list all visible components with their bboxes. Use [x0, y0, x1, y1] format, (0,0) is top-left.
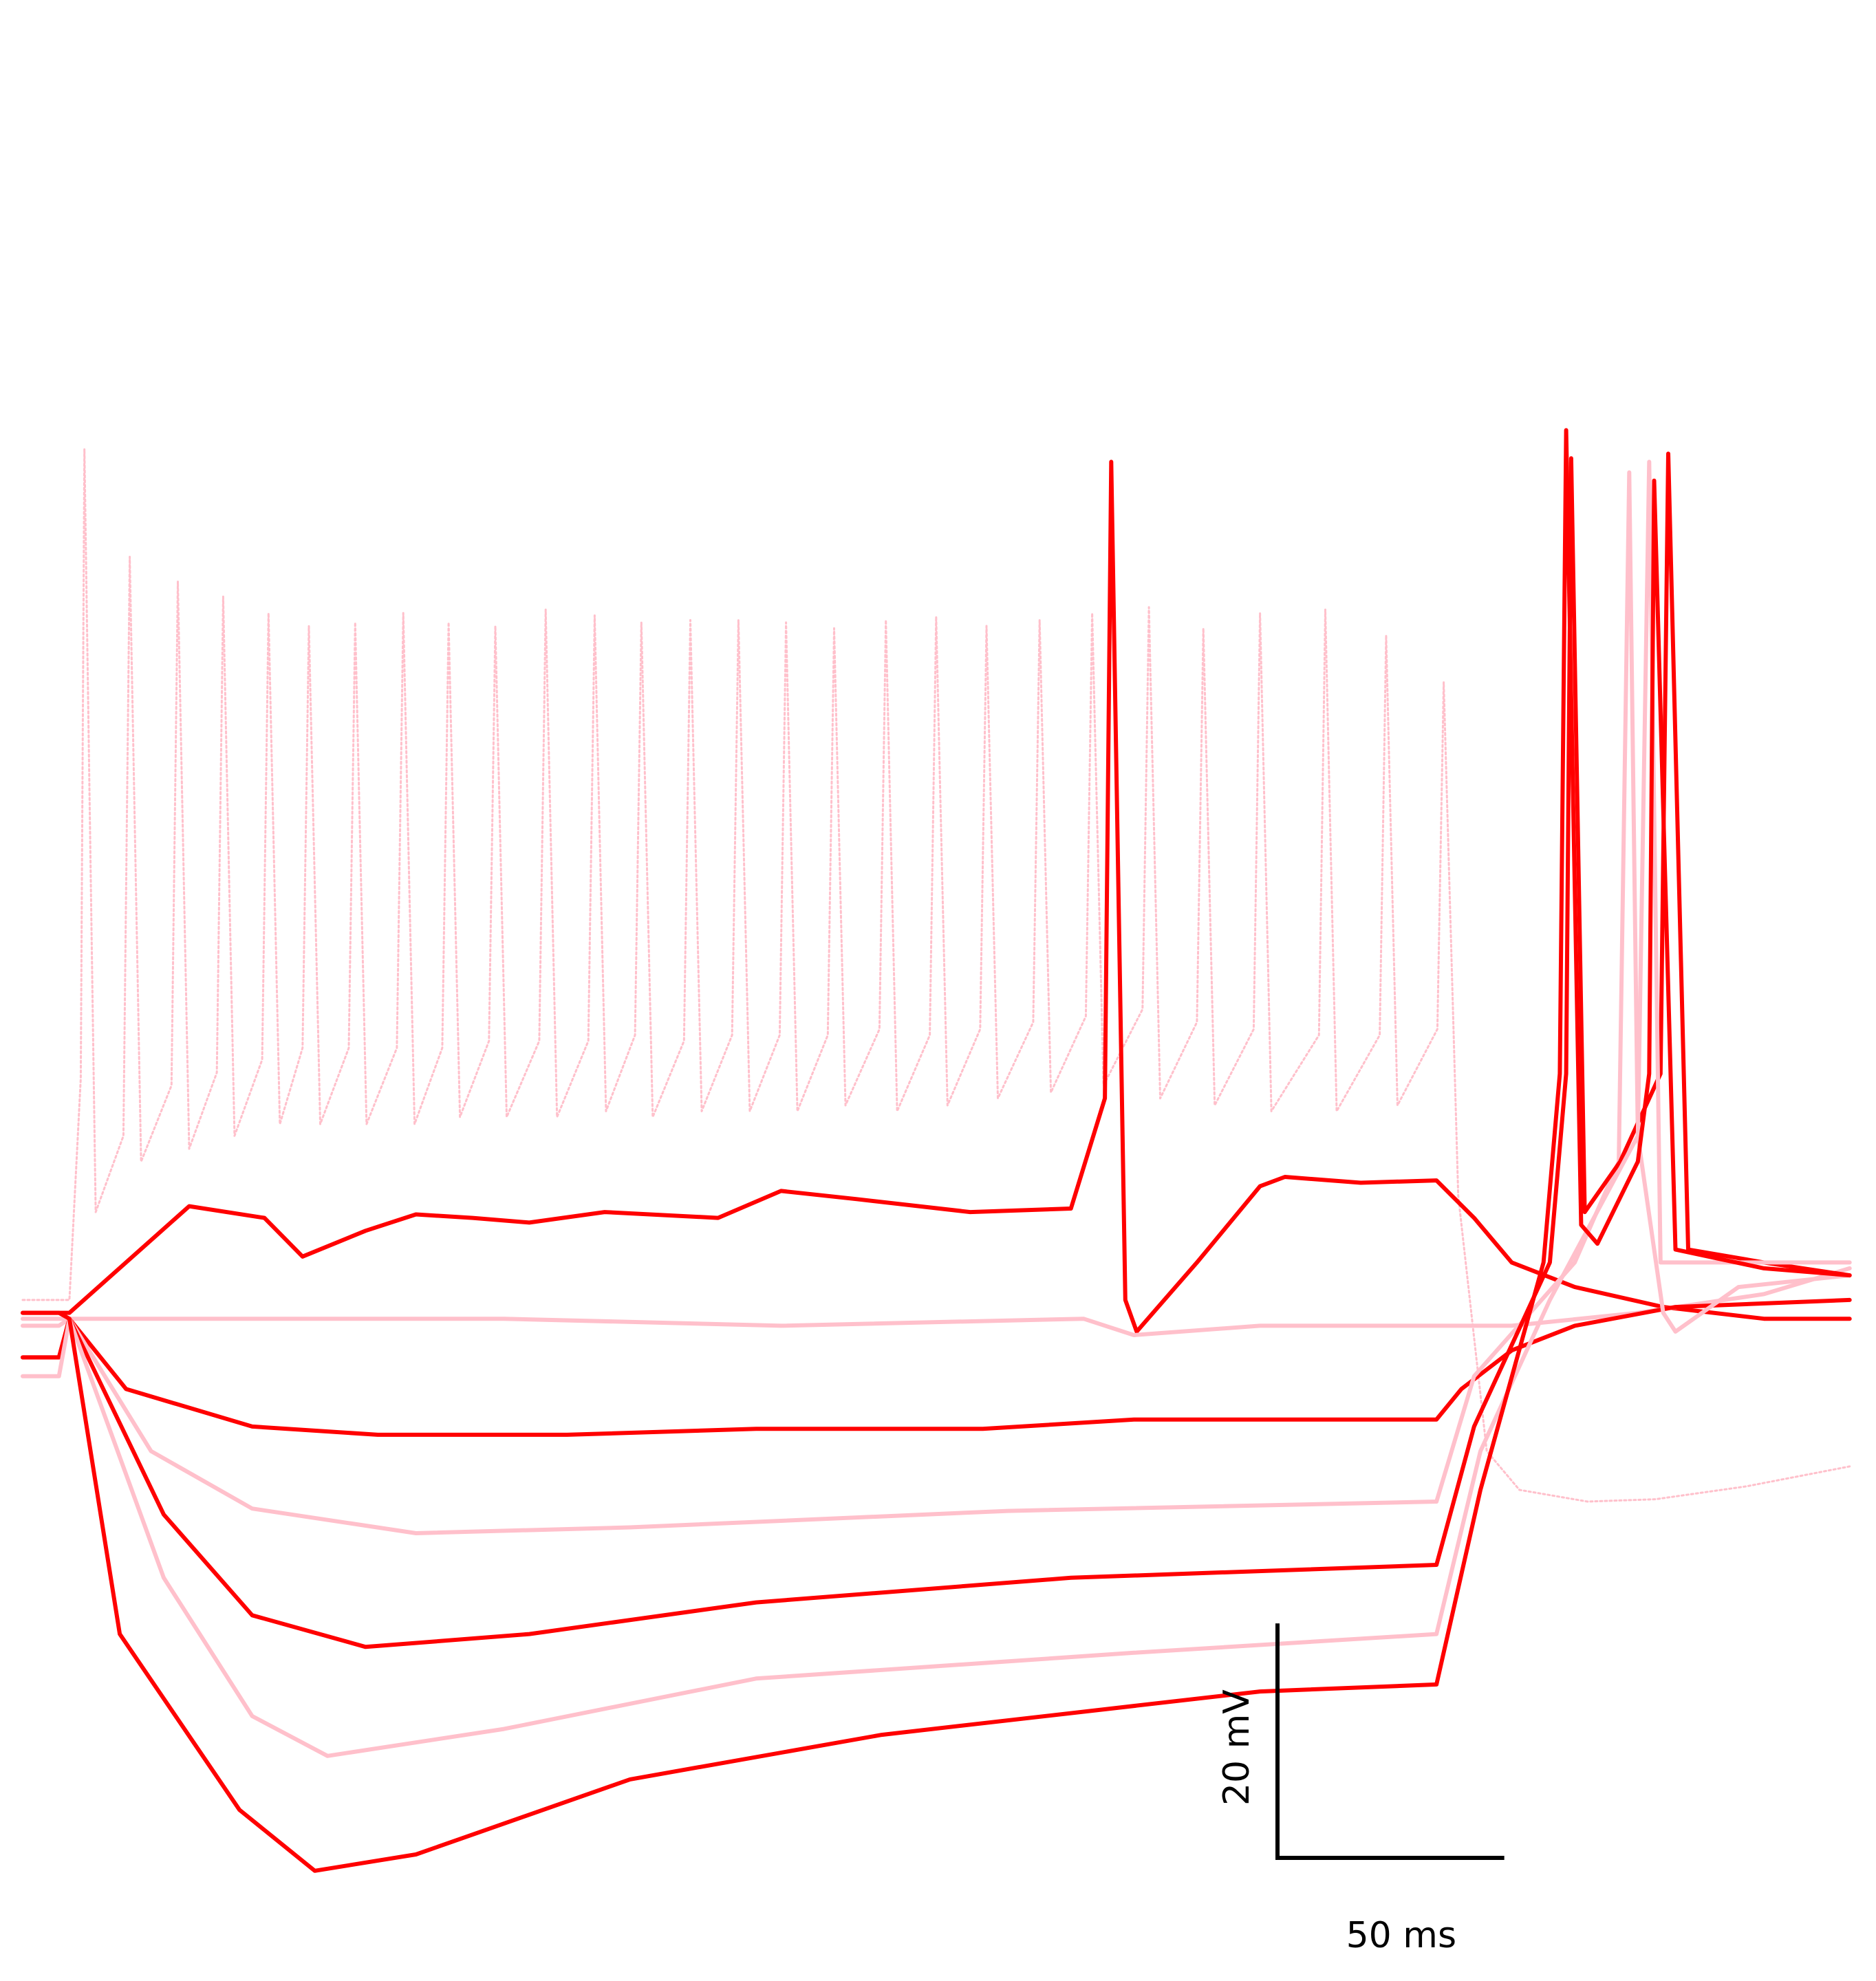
trace [21, 428, 1852, 1873]
scale-bar: 20 mV 50 ms [1216, 1623, 1505, 1956]
trace [21, 448, 1851, 1503]
trace [21, 459, 1852, 1334]
trace [21, 1297, 1852, 1437]
scale-bar-x-label: 50 ms [1346, 1915, 1456, 1956]
traces [21, 428, 1852, 1873]
trace [21, 451, 1852, 1649]
scale-bar-y-label: 20 mV [1216, 1689, 1258, 1806]
trace [21, 470, 1852, 1535]
